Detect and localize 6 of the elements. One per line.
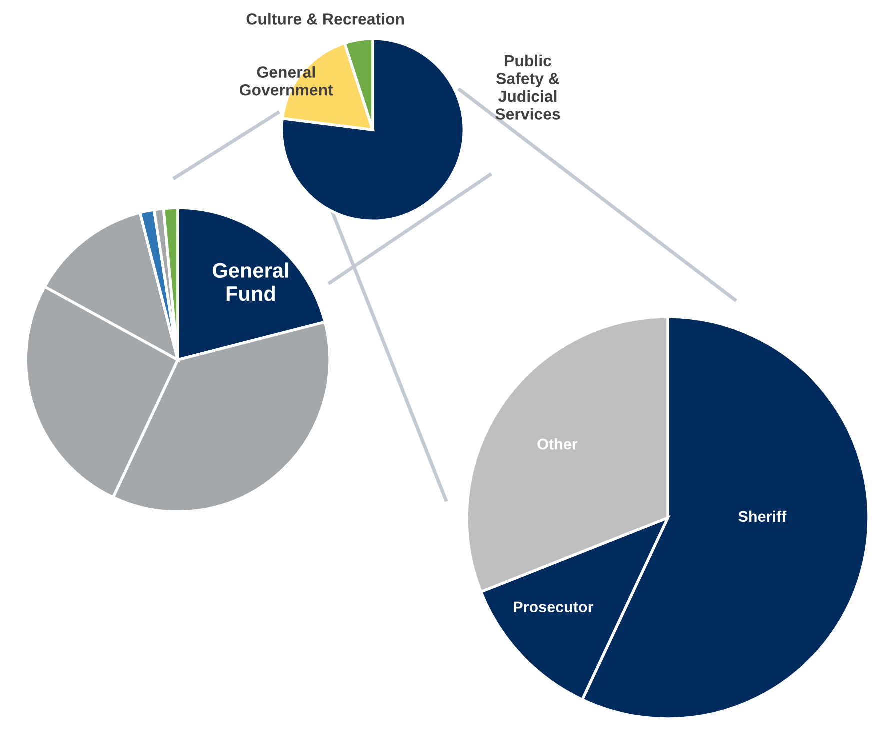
slice-label: Prosecutor [514,602,594,613]
slice-label: Sheriff [738,510,787,522]
slice-label: Other [538,438,578,450]
slice-label: General Fund [213,262,288,302]
slice-label: Public Safety & Judicial Services [496,54,560,120]
slice-label: Culture & Recreation [246,13,404,25]
